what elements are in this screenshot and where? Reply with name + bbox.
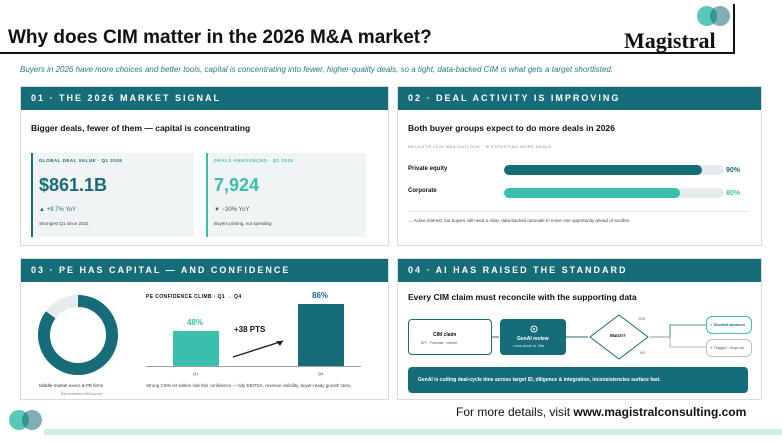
flow-box-genai-review: GenAI review cross-check vs. files (500, 319, 566, 355)
panel-heading: 04 · AI HAS RAISED THE STANDARD (398, 259, 761, 282)
pe-chart-axis (146, 366, 361, 367)
bar-track-private-equity (504, 165, 724, 175)
arrow-right-icon (566, 336, 588, 338)
flow-box-title: CIM claim (433, 332, 457, 338)
bar-divider (408, 211, 748, 212)
footer-logo-circles-icon (9, 410, 42, 430)
panel-ai-standard: 04 · AI HAS RAISED THE STANDARD Every CI… (397, 258, 762, 400)
stat-kicker: GLOBAL DEAL VALUE · Q1 2026 (39, 158, 123, 163)
outcome-shortlist: ✓ Shortlist advances (706, 316, 752, 334)
footer-band (44, 429, 782, 435)
pe-bar-value-q4: 86% (312, 291, 329, 300)
stat-card-deals-announced: DEALS ANNOUNCED · Q1 2026 7,924 ▼ −30% Y… (206, 153, 366, 237)
pe-tick-q1: Q1 (193, 371, 199, 376)
panel-heading: 01 · THE 2026 MARKET SIGNAL (21, 87, 388, 110)
bar-value-private-equity: 90% (726, 167, 741, 174)
pe-tick-q4: Q4 (318, 371, 324, 376)
pe-bar-q1 (173, 331, 219, 366)
panel-subheading: Every CIM claim must reconcile with the … (408, 292, 637, 302)
flow-box-text: KPI · Forecast · market (421, 341, 458, 345)
donut-caption: Middle-market execs & PE firms (39, 383, 104, 388)
header: Why does CIM matter in the 2026 M&A mark… (0, 0, 782, 60)
ai-banner: GenAI is cutting deal-cycle time across … (408, 367, 748, 393)
bar-chart-kicker: DELOITTE 2026 M&A OUTLOOK · % EXPECTING … (408, 144, 552, 149)
donut-source: Bain/Intralinks M&A survey (61, 392, 103, 396)
bar-label-corporate: Corporate (408, 188, 437, 194)
stat-value: $861.1B (39, 175, 108, 195)
trend-arrow-icon (232, 340, 284, 358)
title-underline (0, 52, 735, 54)
donut-arc (38, 295, 118, 375)
stat-card-deal-value: GLOBAL DEAL VALUE · Q1 2026 $861.1B ▲ +9… (31, 153, 194, 237)
stat-note: Strongest Q1 since 2021 (39, 221, 89, 226)
branch-no-label: NO (640, 351, 646, 355)
panel-subheading: Both buyer groups expect to do more deal… (408, 123, 615, 133)
stat-delta: ▼ −30% YoY (214, 207, 250, 213)
outcome-flagged: ✕ Flagged · drops out (706, 339, 752, 357)
stat-note: Buyers picking, not spending (214, 221, 272, 226)
page-title: Why does CIM matter in the 2026 M&A mark… (8, 27, 432, 48)
logo-circles-icon (697, 6, 730, 26)
flow-box-title: GenAI review (517, 336, 549, 342)
bar-fill-private-equity (504, 165, 702, 175)
panel-subheading: Bigger deals, fewer of them — capital is… (31, 123, 251, 133)
bar-value-corporate: 80% (726, 190, 741, 197)
ai-spark-icon (530, 325, 538, 333)
pe-chart-footnote: Strong CIMs let sellers ride this confid… (146, 383, 352, 388)
outcome-text: ✓ Shortlist advances (710, 323, 746, 327)
outcome-text: ✕ Flagged · drops out (710, 346, 745, 350)
bar-track-corporate (504, 188, 724, 198)
flow-box-text: cross-check vs. files (513, 344, 545, 348)
branch-lines (650, 324, 706, 348)
branch-yes-label: YES (638, 317, 646, 321)
donut-chart (38, 295, 118, 375)
panel-heading: 02 · DEAL ACTIVITY IS IMPROVING (398, 87, 761, 110)
flow-box-cim-claim: CIM claim KPI · Forecast · market (408, 319, 492, 355)
arrow-right-icon (492, 336, 499, 338)
footer-link[interactable]: www.magistralconsulting.com (573, 405, 747, 419)
panel-heading: 03 · PE HAS CAPITAL — AND CONFIDENCE (21, 259, 388, 282)
pe-bar-value-q1: 48% (187, 318, 204, 328)
brand-logo: Magistral (624, 28, 716, 53)
ai-banner-text: GenAI is cutting deal-cycle time across … (418, 377, 661, 383)
pe-bar-q4 (298, 304, 344, 366)
stat-delta: ▲ +9.7% YoY (39, 207, 77, 213)
panel-deal-activity: 02 · DEAL ACTIVITY IS IMPROVING Both buy… (397, 86, 762, 246)
bar-fill-corporate (504, 188, 680, 198)
bar-chart-footnote: → Active interest, but buyers still need… (408, 218, 631, 223)
footer-text: For more details, visit www.magistralcon… (456, 405, 746, 419)
pe-chart-kicker: PE CONFIDENCE CLIMB · Q1 → Q4 (146, 294, 242, 300)
page-subtitle: Buyers in 2026 have more choices and bet… (20, 65, 614, 74)
panel-market-signal: 01 · THE 2026 MARKET SIGNAL Bigger deals… (20, 86, 389, 246)
decision-label: Match? (610, 333, 626, 338)
logo-divider (733, 4, 735, 52)
stat-value: 7,924 (214, 175, 260, 195)
footer-prefix: For more details, visit (456, 405, 574, 419)
panel-pe-capital: 03 · PE HAS CAPITAL — AND CONFIDENCE Mid… (20, 258, 389, 400)
bar-label-private-equity: Private equity (408, 166, 448, 172)
stat-kicker: DEALS ANNOUNCED · Q1 2026 (214, 158, 294, 163)
pe-points-gain: +38 PTS (234, 325, 266, 334)
decision-diamond (589, 314, 649, 360)
